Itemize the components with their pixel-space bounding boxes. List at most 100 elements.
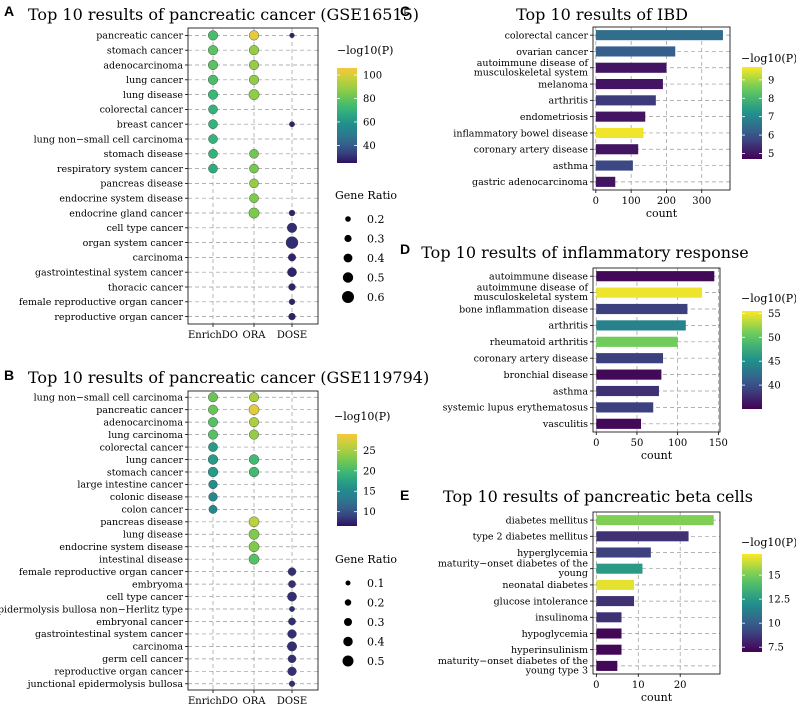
plot-frame [592,26,731,191]
dot-enrichdo-adenocarcinoma [208,417,218,428]
dot-ora-pancreas-disease [249,178,259,189]
y-label-thoracic-cancer: thoracic cancer [108,282,184,293]
y-label-diabetes-mellitus: diabetes mellitus [506,515,589,526]
colorbar-tick-label: 80 [363,94,376,105]
dot-ora-respiratory-system-cancer [249,163,259,174]
dot-enrichdo-stomach-cancer [207,466,219,478]
dot-ora-intestinal-disease [248,553,260,565]
y-label-breast-cancer: breast cancer [117,120,184,131]
y-label-junctional-epidermolysis-bullosa: junctional epidermolysis bullosa [27,679,184,690]
dot-ora-stomach-cancer [248,466,260,478]
colorbar-tick-label: 45 [768,357,781,368]
plot-frame [187,390,319,691]
x-tick-label: 100 [622,196,641,207]
y-label-junctional-epidermolysis-bullosa-non-herlitz-type: junctional epidermolysis bullosa non−Her… [0,604,183,615]
colorbar-tick-label: 7 [768,112,774,123]
y-label-stomach-cancer: stomach cancer [107,467,184,478]
bar-hyperglycemia [596,547,651,558]
dot-enrichdo-lung-cancer [207,74,218,85]
y-label-colorectal-cancer: colorectal cancer [100,442,184,453]
y-label-cell-type-cancer: cell type cancer [106,223,183,234]
dot-dose-carcinoma [287,641,297,652]
y-label-asthma: asthma [553,161,588,172]
colorbar-tick-label: 15 [363,487,376,498]
panel-label-a: A [4,3,14,19]
bar-arthritis [595,95,656,106]
y-label-adenocarcinoma: adenocarcinoma [103,417,183,428]
panel-label-e: E [400,487,409,503]
colorbar-tick-label: 50 [768,333,781,344]
x-tick-label: 150 [709,438,728,449]
y-label-colorectal-cancer: colorectal cancer [505,30,589,41]
size-legend-dot [344,618,352,626]
dot-ora-endocrine-system-disease [248,541,260,553]
size-legend-dot [345,216,351,222]
dot-enrichdo-respiratory-system-cancer [208,163,218,174]
panel-label-c: C [400,3,410,19]
dot-enrichdo-adenocarcinoma [207,60,218,71]
dot-ora-pancreatic-cancer [248,30,259,41]
colorbar-tick-label: 10 [363,507,376,518]
x-tick-label: 20 [674,680,687,691]
dot-ora-pancreas-disease [248,516,260,528]
size-legend-dot [343,636,353,647]
dot-dose-junctional-epidermolysis-bullosa-non-herlitz-type [289,606,295,612]
size-legend-label: 0.3 [367,616,385,629]
dot-dose-breast-cancer [289,121,295,128]
y-label-lung-non-small-cell-carcinoma: lung non−small cell carcinoma [34,393,184,404]
colorbar-title: −log10(P) [741,536,796,549]
dot-dose-organ-system-cancer [285,236,299,249]
bar-coronary-artery-disease [595,144,639,155]
bar-hypoglycemia [596,628,622,639]
y-label-pancreas-disease: pancreas disease [100,517,183,528]
y-label-respiratory-system-cancer: respiratory system cancer [57,164,183,175]
y-label-endocrine-gland-cancer: endocrine gland cancer [69,208,183,219]
colorbar-tick-label: 100 [363,71,382,82]
y-label-rheumatoid-arthritis: rheumatoid arthritis [490,337,588,348]
dot-dose-gastrointestinal-system-cancer [287,267,297,277]
bar-type-2-diabetes-mellitus [596,531,689,542]
colorbar-tick-label: 40 [768,381,781,392]
panel-label-b: B [4,367,14,383]
dot-enrichdo-pancreatic-cancer [207,30,218,41]
dot-dose-cell-type-cancer [287,591,297,602]
dot-enrichdo-lung-cancer [207,454,219,465]
size-legend-dot [343,253,353,263]
dot-ora-pancreatic-cancer [248,404,260,416]
x-tick-label: 0 [593,196,599,207]
y-label-stomach-disease: stomach disease [104,149,184,160]
bar-glucose-intolerance [596,596,635,607]
colorbar-tick-label: 15 [768,571,781,582]
bar-arthritis [596,320,686,331]
x-tick-label: 0 [593,438,599,449]
dot-enrichdo-lung-carcinoma [208,429,218,440]
y-label-embryonal-cancer: embryonal cancer [96,617,183,628]
size-legend-label: 0.1 [367,577,385,590]
bar-autoimmune-disease-of-musculoskeletal-system [595,62,667,73]
dot-enrichdo-pancreatic-cancer [208,404,218,415]
colorbar-tick-label: 40 [363,141,376,152]
dot-dose-thoracic-cancer [288,283,296,291]
bar-chart-e: Top 10 results of pancreatic beta cells d… [438,487,796,704]
y-label-ovarian-cancer: ovarian cancer [516,47,588,58]
size-legend-label: 0.4 [367,636,385,649]
chart-title: Top 10 results of pancreatic beta cells [443,487,753,506]
colorbar [337,68,357,163]
colorbar-tick-label: 55 [768,309,781,320]
y-label-arthritis: arthritis [549,321,589,332]
y-label-lung-cancer: lung cancer [126,455,183,466]
x-tick-label: 200 [657,196,676,207]
x-label-dose: DOSE [277,696,307,707]
bar-autoimmune-disease [596,271,715,282]
x-tick-label: 10 [632,680,645,691]
y-label-pancreatic-cancer: pancreatic cancer [96,405,183,416]
y-label-carcinoma: carcinoma [133,253,184,264]
y-label-hypoglycemia: hypoglycemia [522,629,589,640]
y-label-line: maturity−onset diabetes of the [438,559,589,570]
bar-chart-d: Top 10 results of inflammatory response a… [421,243,796,462]
chart-title: Top 10 results of pancreatic cancer (GSE… [28,368,429,387]
x-label-enrichdo: EnrichDO [188,696,238,707]
dot-dose-endocrine-gland-cancer [288,209,296,217]
y-label-maturity-onset-diabetes-of-the-young: maturity−onset diabetes of the young [438,559,589,580]
y-label-lung-disease: lung disease [123,530,184,541]
